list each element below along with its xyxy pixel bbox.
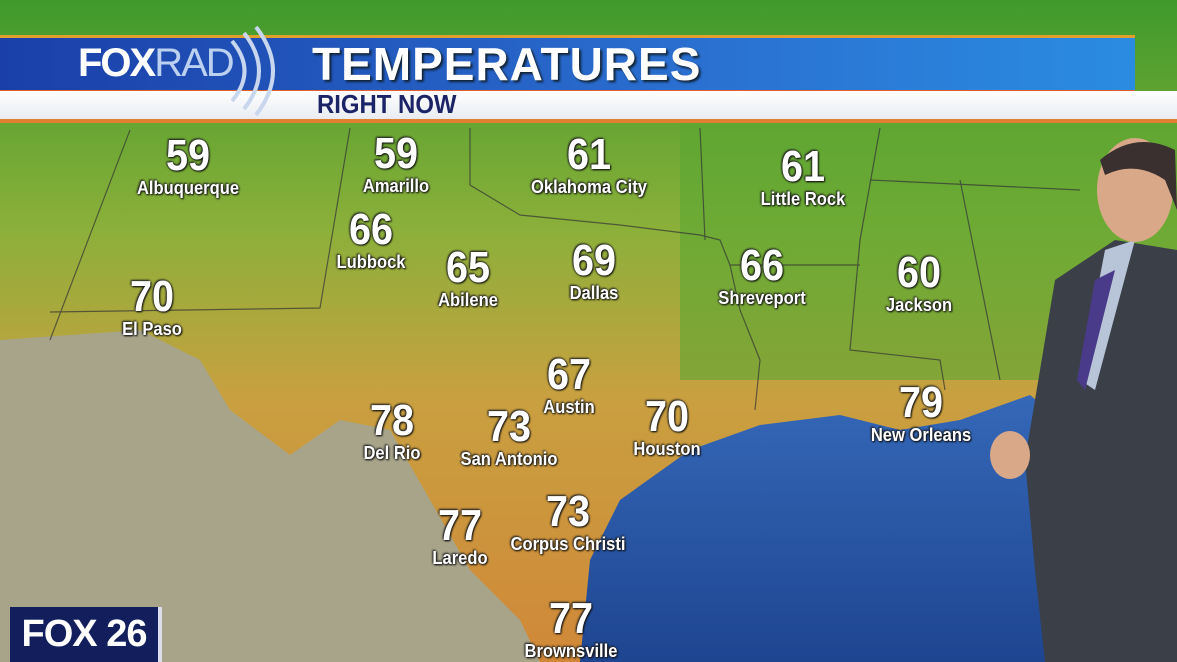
city-new-orleans: 79 New Orleans — [866, 378, 975, 446]
city-name: Abilene — [438, 290, 498, 310]
temperature: 79 — [898, 378, 944, 427]
city-del-rio: 78 Del Rio — [361, 396, 423, 464]
presenter-figure — [990, 138, 1177, 662]
temperature: 73 — [545, 487, 591, 536]
city-lubbock: 66 Lubbock — [334, 205, 409, 273]
temperature: 65 — [445, 243, 491, 292]
city-name: Laredo — [432, 548, 488, 568]
city-brownsville: 77 Brownsville — [520, 594, 621, 662]
temperature: 60 — [896, 248, 942, 297]
city-name: San Antonio — [460, 449, 558, 469]
city-name: Shreveport — [718, 288, 806, 308]
temperature: 73 — [486, 402, 532, 451]
temperature: 70 — [644, 392, 690, 441]
city-name: New Orleans — [870, 425, 972, 445]
state-borders — [49, 127, 1081, 411]
city-laredo: 77 Laredo — [430, 501, 490, 569]
mexico-area — [0, 330, 540, 662]
city-jackson: 60 Jackson — [883, 248, 955, 316]
city-name: El Paso — [122, 319, 182, 339]
city-abilene: 65 Abilene — [435, 243, 500, 311]
city-oklahoma-city: 61 Oklahoma City — [526, 130, 652, 198]
temperature: 61 — [566, 130, 612, 179]
city-name: Oklahoma City — [531, 177, 647, 197]
city-name: Albuquerque — [136, 178, 240, 198]
city-shreveport: 66 Shreveport — [714, 241, 809, 309]
temperature: 66 — [348, 205, 394, 254]
temperature: 78 — [369, 396, 415, 445]
logo-fox-text: FOX — [78, 41, 156, 85]
city-dallas: 69 Dallas — [567, 236, 620, 304]
city-amarillo: 59 Amarillo — [360, 129, 432, 197]
station-logo: FOX 26 — [10, 607, 162, 662]
city-little-rock: 61 Little Rock — [757, 142, 849, 210]
temperature: 77 — [437, 501, 483, 550]
logo-rad-text: RAD — [154, 41, 234, 85]
city-name: Jackson — [885, 295, 953, 315]
temperature: 59 — [373, 129, 419, 178]
temperature: 67 — [546, 350, 592, 399]
gulf-of-mexico — [580, 395, 1060, 662]
city-name: Lubbock — [336, 252, 406, 272]
city-corpus-christi: 73 Corpus Christi — [505, 487, 630, 555]
temperature: 59 — [165, 131, 211, 180]
page-title: TEMPERATURES — [312, 38, 702, 90]
city-name: Del Rio — [363, 443, 421, 463]
city-name: Brownsville — [524, 641, 618, 661]
city-name: Amarillo — [362, 176, 430, 196]
city-houston: 70 Houston — [631, 392, 704, 460]
city-name: Corpus Christi — [510, 534, 626, 554]
city-name: Austin — [543, 397, 595, 417]
temperature: 70 — [129, 272, 175, 321]
city-name: Little Rock — [760, 189, 846, 209]
city-el-paso: 70 El Paso — [119, 272, 184, 340]
temperature: 66 — [739, 241, 785, 290]
radar-waves-icon — [230, 25, 275, 117]
foxrad-logo: FOXRAD — [78, 41, 235, 86]
city-name: Houston — [633, 439, 701, 459]
city-austin: 67 Austin — [541, 350, 597, 418]
title-banner: FOXRAD TEMPERATURES RIGHT NOW — [0, 25, 1177, 125]
temperature: 69 — [571, 236, 617, 285]
city-albuquerque: 59 Albuquerque — [133, 131, 244, 199]
temperature: 61 — [780, 142, 826, 191]
city-san-antonio: 73 San Antonio — [456, 402, 561, 470]
banner-bottom-bar — [0, 91, 1177, 123]
city-name: Dallas — [569, 283, 619, 303]
page-subtitle: RIGHT NOW — [317, 89, 457, 119]
temperature: 77 — [548, 594, 594, 643]
